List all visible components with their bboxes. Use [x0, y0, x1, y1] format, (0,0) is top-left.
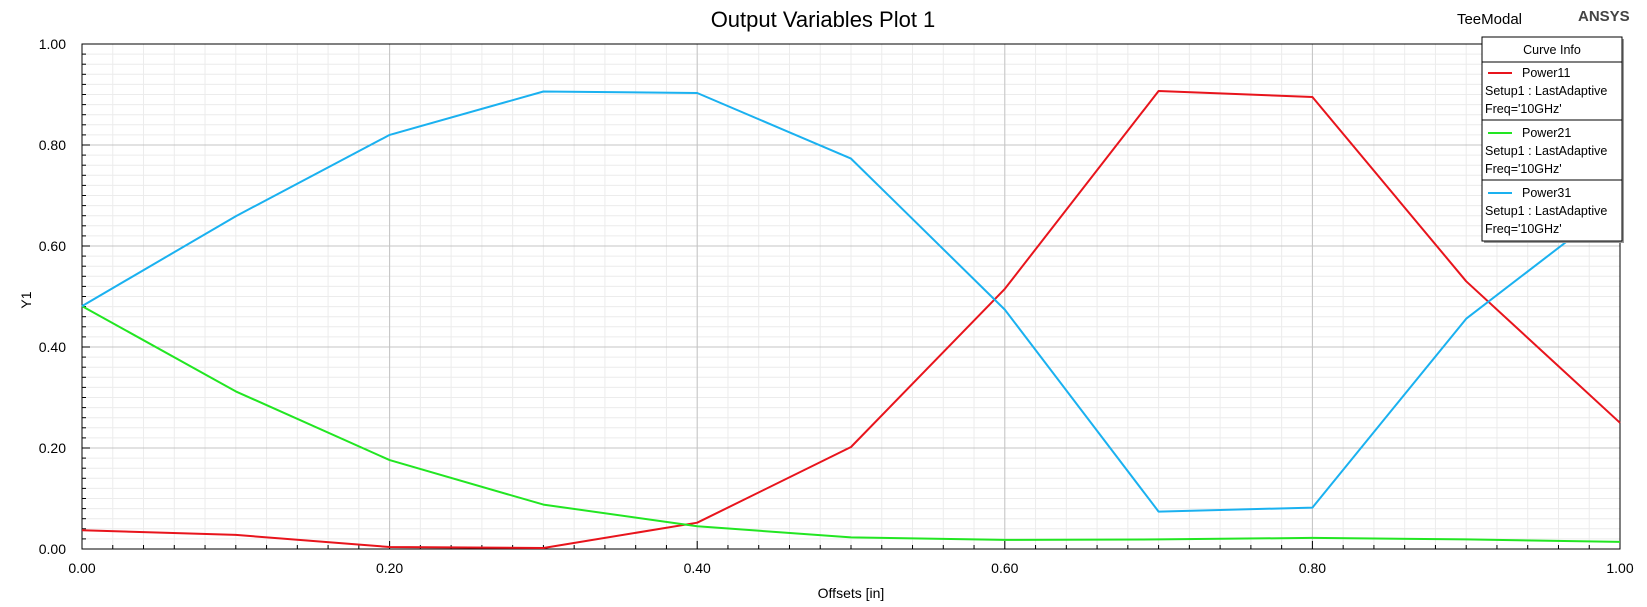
x-tick-label: 0.20	[376, 560, 403, 576]
series-line-power21[interactable]	[81, 305, 1621, 543]
grid-major	[82, 44, 1620, 549]
series-line-power31[interactable]	[81, 90, 1621, 513]
design-name: TeeModal	[1457, 11, 1522, 28]
x-tick-label: 0.60	[991, 560, 1018, 576]
x-tick-label: 1.00	[1606, 560, 1633, 576]
legend-entry-name: Power21	[1522, 126, 1571, 140]
legend-entry-setup: Setup1 : LastAdaptive	[1485, 204, 1607, 218]
legend-entry-freq: Freq='10GHz'	[1485, 162, 1562, 176]
legend-box	[1481, 36, 1623, 242]
grid-minor	[82, 44, 1620, 549]
legend-entry-freq: Freq='10GHz'	[1485, 222, 1562, 236]
series-lines	[81, 90, 1621, 549]
legend-entry-setup: Setup1 : LastAdaptive	[1485, 144, 1607, 158]
axis-ticks: 0.00 0.20 0.40 0.60 0.80 1.00 0.00 0.20 0.40 0.60…	[39, 36, 1634, 576]
chart-title: Output Variables Plot 1	[711, 7, 936, 32]
legend-entry-name: Power31	[1522, 186, 1571, 200]
x-tick-label: 0.80	[1299, 560, 1326, 576]
y-tick-label: 0.60	[39, 238, 66, 254]
y-tick-label: 0.40	[39, 339, 66, 355]
x-tick-label: 0.00	[68, 560, 95, 576]
y-tick-label: 0.80	[39, 137, 66, 153]
y-tick-label: 0.00	[39, 541, 66, 557]
x-axis-label: Offsets [in]	[818, 585, 885, 601]
x-tick-label: 0.40	[684, 560, 711, 576]
y-axis-label: Y1	[18, 291, 34, 308]
legend-title: Curve Info	[1523, 43, 1581, 57]
series-line-power11[interactable]	[81, 90, 1621, 549]
ansys-logo: ANSYS	[1578, 8, 1630, 25]
legend-entry-freq: Freq='10GHz'	[1485, 102, 1562, 116]
y-tick-label: 1.00	[39, 36, 66, 52]
legend-entry-setup: Setup1 : LastAdaptive	[1485, 84, 1607, 98]
legend[interactable]: Curve Info Power11 Setup1 : LastAdaptive Fr…	[1481, 36, 1624, 243]
legend-entry-name: Power11	[1522, 66, 1570, 80]
y-tick-label: 0.20	[39, 440, 66, 456]
